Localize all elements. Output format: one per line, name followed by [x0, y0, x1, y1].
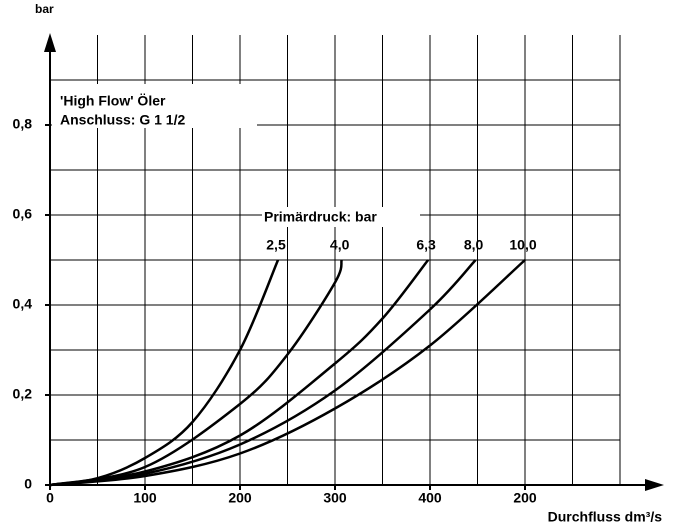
y-axis-label: bar — [35, 2, 54, 16]
series-label: 4,0 — [330, 237, 350, 253]
y-tick-label: 0 — [24, 476, 32, 492]
y-arrow — [44, 33, 56, 52]
x-tick-label: 200 — [513, 490, 537, 506]
x-tick-label: 100 — [133, 490, 157, 506]
curve — [49, 259, 526, 487]
x-tick-label: 300 — [323, 490, 347, 506]
curve — [49, 259, 430, 487]
y-tick-label: 0,4 — [13, 296, 33, 312]
legend-title: Primärdruck: bar — [264, 209, 377, 225]
series-label: 8,0 — [464, 237, 484, 253]
annotation: 'High Flow' Öler — [60, 93, 166, 109]
x-arrow — [645, 479, 664, 491]
legend-box — [262, 207, 420, 227]
x-tick-label: 400 — [418, 490, 442, 506]
x-tick-label: 200 — [228, 490, 252, 506]
y-tick-label: 0,2 — [13, 386, 33, 402]
series-label: 10,0 — [509, 237, 536, 253]
curve — [49, 259, 477, 487]
series-label: 2,5 — [266, 237, 286, 253]
series-label: 6,3 — [416, 237, 436, 253]
curve — [49, 259, 343, 487]
y-tick-label: 0,8 — [13, 116, 33, 132]
annotation: Anschluss: G 1 1/2 — [60, 112, 185, 128]
annotation-box — [52, 84, 257, 128]
x-tick-label: 0 — [46, 490, 54, 506]
x-axis-label: Durchfluss dm³/s — [548, 509, 663, 525]
y-tick-label: 0,6 — [13, 206, 33, 222]
